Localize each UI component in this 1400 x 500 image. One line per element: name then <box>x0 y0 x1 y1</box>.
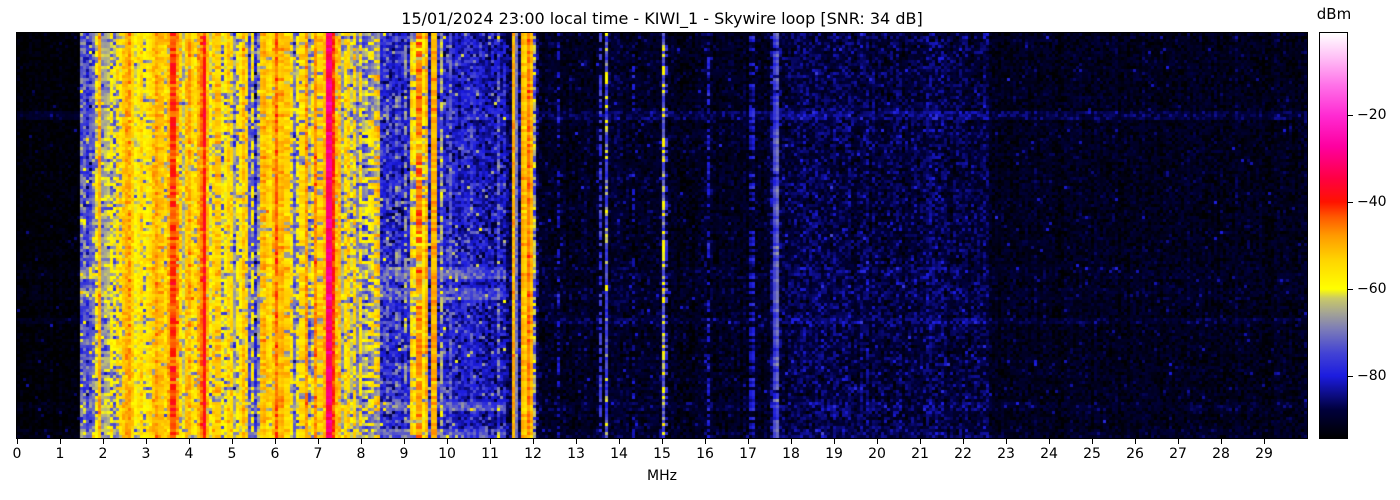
x-tick-mark <box>1264 439 1265 444</box>
x-axis-label: MHz <box>647 468 677 484</box>
x-tick-mark <box>318 439 319 444</box>
x-tick-mark <box>576 439 577 444</box>
x-tick-label: 27 <box>1169 446 1187 462</box>
x-tick-mark <box>877 439 878 444</box>
colorbar-tick-mark <box>1348 376 1353 377</box>
x-tick-mark <box>1092 439 1093 444</box>
x-tick-label: 26 <box>1126 446 1144 462</box>
x-tick-label: 21 <box>911 446 929 462</box>
x-tick-label: 9 <box>399 446 409 462</box>
x-tick-label: 16 <box>696 446 714 462</box>
colorbar <box>1319 32 1348 439</box>
colorbar-tick-label: −80 <box>1357 368 1387 384</box>
x-tick-label: 0 <box>12 446 22 462</box>
colorbar-tick-mark <box>1348 289 1353 290</box>
x-tick-label: 6 <box>270 446 280 462</box>
x-tick-mark <box>705 439 706 444</box>
x-tick-label: 19 <box>825 446 843 462</box>
x-tick-label: 18 <box>782 446 800 462</box>
x-tick-mark <box>275 439 276 444</box>
spectrogram-plot-area <box>16 32 1308 439</box>
x-tick-label: 7 <box>313 446 323 462</box>
x-tick-mark <box>490 439 491 444</box>
colorbar-tick-mark <box>1348 115 1353 116</box>
x-tick-label: 29 <box>1255 446 1273 462</box>
x-tick-label: 5 <box>227 446 237 462</box>
x-tick-mark <box>232 439 233 444</box>
x-tick-label: 24 <box>1040 446 1058 462</box>
x-tick-mark <box>189 439 190 444</box>
x-tick-mark <box>533 439 534 444</box>
chart-title: 15/01/2024 23:00 local time - KIWI_1 - S… <box>401 9 923 28</box>
x-tick-label: 11 <box>481 446 499 462</box>
x-tick-label: 25 <box>1083 446 1101 462</box>
x-tick-mark <box>361 439 362 444</box>
x-tick-label: 20 <box>868 446 886 462</box>
x-tick-label: 17 <box>739 446 757 462</box>
x-tick-label: 15 <box>653 446 671 462</box>
x-tick-mark <box>103 439 104 444</box>
x-tick-label: 2 <box>98 446 108 462</box>
colorbar-tick-mark <box>1348 202 1353 203</box>
x-tick-mark <box>1049 439 1050 444</box>
x-tick-mark <box>60 439 61 444</box>
x-tick-mark <box>791 439 792 444</box>
x-tick-mark <box>619 439 620 444</box>
x-tick-mark <box>447 439 448 444</box>
x-tick-label: 23 <box>997 446 1015 462</box>
colorbar-tick-label: −20 <box>1357 107 1387 123</box>
x-tick-label: 28 <box>1212 446 1230 462</box>
x-tick-mark <box>1178 439 1179 444</box>
x-tick-label: 1 <box>55 446 65 462</box>
x-tick-label: 14 <box>610 446 628 462</box>
x-tick-label: 22 <box>954 446 972 462</box>
x-tick-mark <box>17 439 18 444</box>
x-tick-label: 4 <box>184 446 194 462</box>
x-tick-label: 13 <box>567 446 585 462</box>
x-tick-mark <box>834 439 835 444</box>
x-tick-mark <box>146 439 147 444</box>
x-tick-mark <box>1006 439 1007 444</box>
x-tick-mark <box>748 439 749 444</box>
x-tick-label: 12 <box>524 446 542 462</box>
x-tick-label: 10 <box>438 446 456 462</box>
x-tick-mark <box>963 439 964 444</box>
x-tick-label: 3 <box>141 446 151 462</box>
x-tick-mark <box>1221 439 1222 444</box>
spectrogram-heatmap <box>17 33 1307 438</box>
colorbar-tick-label: −40 <box>1357 194 1387 210</box>
x-tick-mark <box>404 439 405 444</box>
colorbar-tick-label: −60 <box>1357 281 1387 297</box>
x-tick-mark <box>662 439 663 444</box>
x-tick-label: 8 <box>356 446 366 462</box>
x-tick-mark <box>1135 439 1136 444</box>
colorbar-unit-label: dBm <box>1316 5 1352 23</box>
x-tick-mark <box>920 439 921 444</box>
